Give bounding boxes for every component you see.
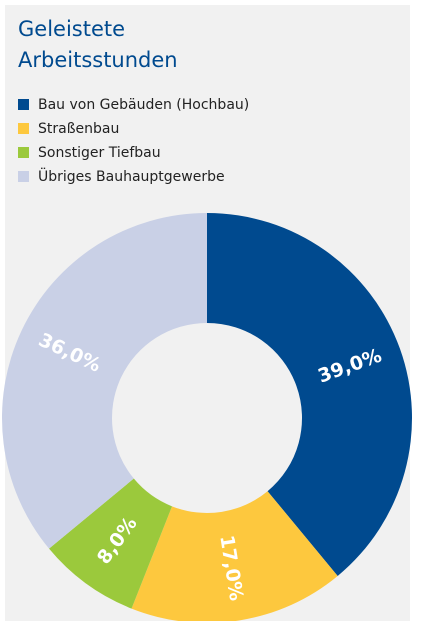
chart-title: Geleistete Arbeitsstunden [18,17,178,72]
donut-slice [49,478,173,609]
donut-slice [1,213,207,549]
legend-swatch [18,99,29,110]
legend-label: Bau von Gebäuden (Hochbau) [38,97,249,113]
legend-label: Übriges Bauhauptgewerbe [38,167,225,185]
legend-swatch [18,171,29,182]
legend-label: Straßenbau [38,121,119,137]
legend-label: Sonstiger Tiefbau [38,145,161,161]
legend-swatch [18,123,29,134]
legend-swatch [18,147,29,158]
donut-slice [207,213,412,576]
donut-slice [131,491,338,621]
